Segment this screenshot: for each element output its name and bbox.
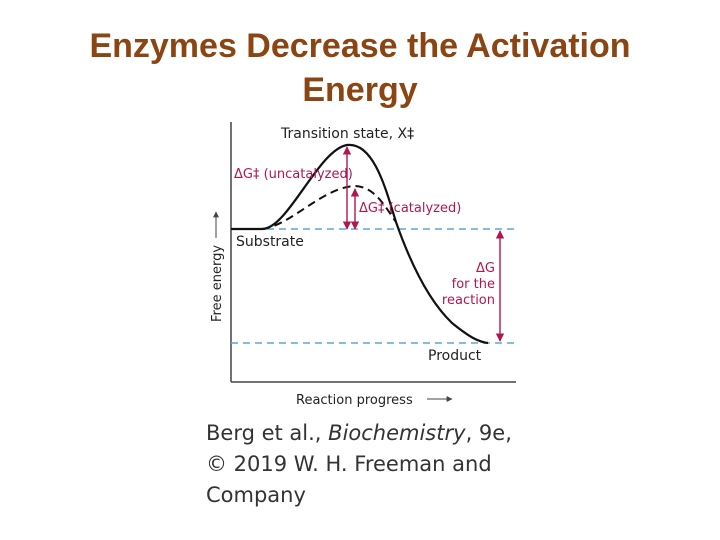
credit-line-1: Berg et al., Biochemistry, 9e, xyxy=(206,418,526,449)
x-axis-label: Reaction progress xyxy=(296,393,413,408)
credit-line-2: © 2019 W. H. Freeman and xyxy=(206,452,492,476)
transition-state-label: Transition state, X‡ xyxy=(280,126,414,142)
product-label: Product xyxy=(428,348,482,364)
substrate-label: Substrate xyxy=(236,234,304,250)
reaction-dg-label-line-2: for the xyxy=(452,277,495,292)
y-axis-label: Free energy xyxy=(210,245,225,322)
credit-book-title: Biochemistry xyxy=(328,421,466,445)
uncatalyzed-curve xyxy=(231,143,489,345)
reaction-dg-label-line-1: ΔG xyxy=(476,261,495,276)
catalyzed-dg-label: ΔG‡ (catalyzed) xyxy=(359,201,461,216)
source-credit: Berg et al., Biochemistry, 9e, © 2019 W.… xyxy=(206,418,526,511)
reaction-dg-label-line-3: reaction xyxy=(442,293,495,308)
credit-line-3: Company xyxy=(206,483,306,507)
credit-edition: , 9e, xyxy=(465,421,512,445)
credit-authors: Berg et al., xyxy=(206,421,329,445)
uncatalyzed-dg-label: ΔG‡ (uncatalyzed) xyxy=(234,167,353,182)
slide-title-line-1: Enzymes Decrease the Activation xyxy=(89,27,631,65)
slide-title: Enzymes Decrease the Activation Energy xyxy=(0,24,720,112)
slide-title-line-2: Energy xyxy=(302,71,418,109)
